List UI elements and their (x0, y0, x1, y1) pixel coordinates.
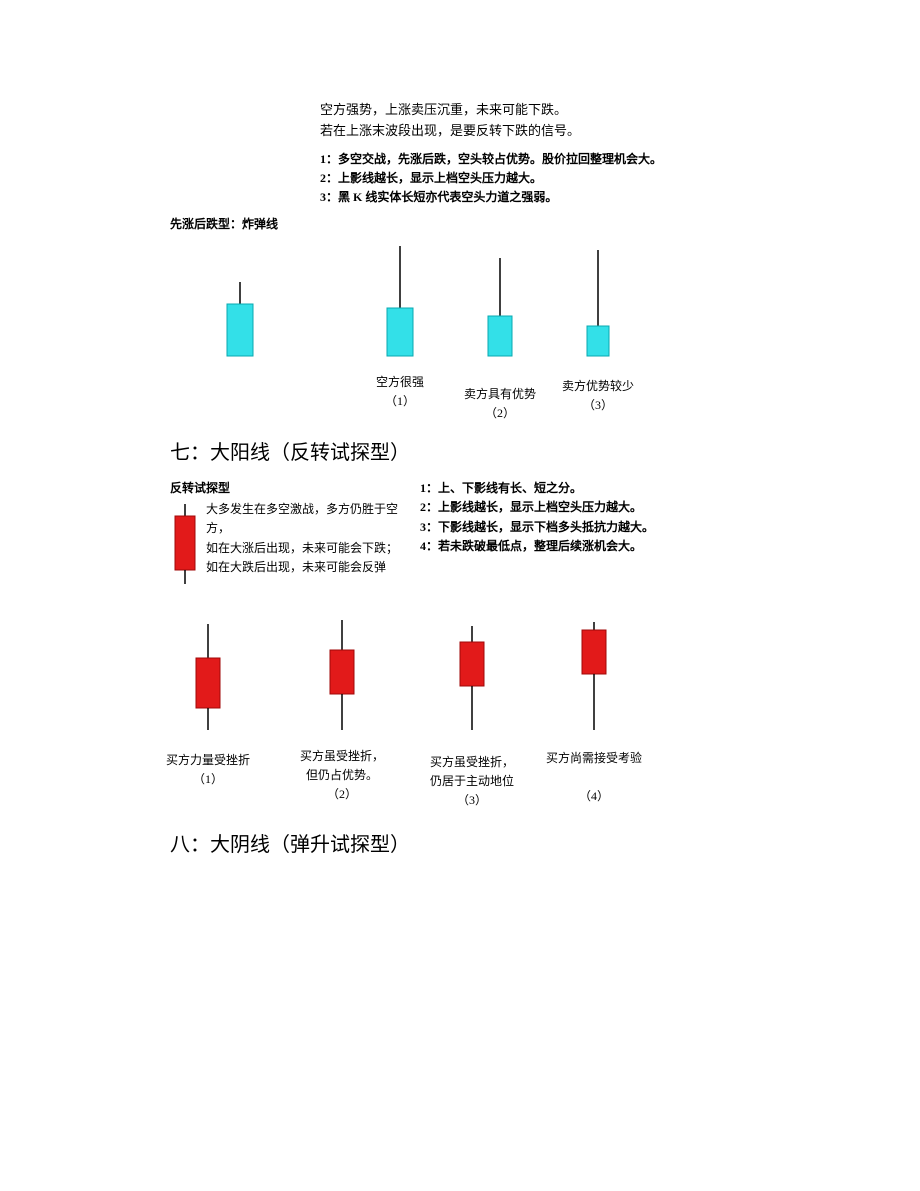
text-line: 1：多空交战，先涨后跌，空头较占优势。股价拉回整理机会大。 (320, 150, 750, 169)
candlestick-red: 买方力量受挫折 （1） (148, 620, 268, 788)
candlestick-cyan: 空方很强 （1） (350, 242, 450, 410)
section2-intro-candle (170, 500, 200, 590)
candle-caption: 买方力量受挫折 (148, 752, 268, 769)
candle-caption: 空方很强 (350, 374, 450, 391)
section2-notes: 1：上、下影线有长、短之分。2：上影线越长，显示上档空头压力越大。3：下影线越长… (420, 479, 750, 556)
text-line: 大多发生在多空激战，多方仍胜于空方， (206, 500, 410, 538)
candle-caption: （2） (450, 405, 550, 422)
section2-candle-row: 买方力量受挫折（1）买方虽受挫折，但仍占优势。（2）买方虽受挫折，仍居于主动地位… (170, 600, 750, 800)
text-line: 如在大涨后出现，未来可能会下跌； (206, 539, 410, 558)
candle-caption: 买方虽受挫折， (282, 748, 402, 765)
section1-candle-row: 空方很强（1）卖方具有优势（2）卖方优势较少（3） (170, 238, 750, 408)
section1-subtitle: 先涨后跌型：炸弹线 (170, 215, 750, 232)
section2-block: 反转试探型 大多发生在多空激战，多方仍胜于空方，如在大涨后出现，未来可能会下跌；… (170, 479, 750, 800)
text-line: 1：上、下影线有长、短之分。 (420, 479, 750, 498)
text-line: 2：上影线越长，显示上档空头压力越大。 (420, 498, 750, 517)
section1-description: 空方强势，上涨卖压沉重，未来可能下跌。若在上涨末波段出现，是要反转下跌的信号。 (320, 100, 750, 142)
candle-caption: （1） (350, 393, 450, 410)
candle-caption: （2） (282, 786, 402, 803)
candlestick-cyan: 卖方具有优势 （2） (450, 254, 550, 422)
candle-caption: （1） (148, 771, 268, 788)
candle-caption: （3） (412, 792, 532, 809)
candle-caption: 买方尚需接受考验 (534, 750, 654, 767)
text-line: 如在大跌后出现，未来可能会反弹 (206, 558, 410, 577)
section2-left-text: 大多发生在多空激战，多方仍胜于空方，如在大涨后出现，未来可能会下跌；如在大跌后出… (206, 500, 410, 577)
text-line: 2：上影线越长，显示上档空头压力越大。 (320, 169, 750, 188)
candle-caption: 但仍占优势。 (282, 767, 402, 784)
candle-caption (534, 769, 654, 786)
section2-subtitle: 反转试探型 (170, 479, 410, 496)
heading-7: 七：大阳线（反转试探型） (170, 436, 750, 465)
candle-caption: 仍居于主动地位 (412, 773, 532, 790)
candle-caption: 买方虽受挫折， (412, 754, 532, 771)
candle-caption: 卖方优势较少 (548, 378, 648, 395)
candlestick-cyan (190, 278, 290, 388)
page: 空方强势，上涨卖压沉重，未来可能下跌。若在上涨末波段出现，是要反转下跌的信号。 … (0, 0, 920, 931)
text-line: 3：黑 K 线实体长短亦代表空头力道之强弱。 (320, 188, 750, 207)
candlestick-red: 买方虽受挫折， 但仍占优势。 （2） (282, 616, 402, 802)
candlestick-red: 买方尚需接受考验 （4） (534, 618, 654, 804)
section1-notes: 1：多空交战，先涨后跌，空头较占优势。股价拉回整理机会大。2：上影线越长，显示上… (320, 150, 750, 208)
candle-caption: 卖方具有优势 (450, 386, 550, 403)
text-line: 3：下影线越长，显示下档多头抵抗力越大。 (420, 518, 750, 537)
text-line: 若在上涨末波段出现，是要反转下跌的信号。 (320, 121, 750, 142)
text-line: 4：若未跌破最低点，整理后续涨机会大。 (420, 537, 750, 556)
heading-8: 八：大阴线（弹升试探型） (170, 828, 750, 857)
text-line: 空方强势，上涨卖压沉重，未来可能下跌。 (320, 100, 750, 121)
candle-caption: （3） (548, 397, 648, 414)
candle-caption: （4） (534, 788, 654, 805)
candlestick-red: 买方虽受挫折， 仍居于主动地位 （3） (412, 622, 532, 808)
candlestick-cyan: 卖方优势较少 （3） (548, 246, 648, 414)
